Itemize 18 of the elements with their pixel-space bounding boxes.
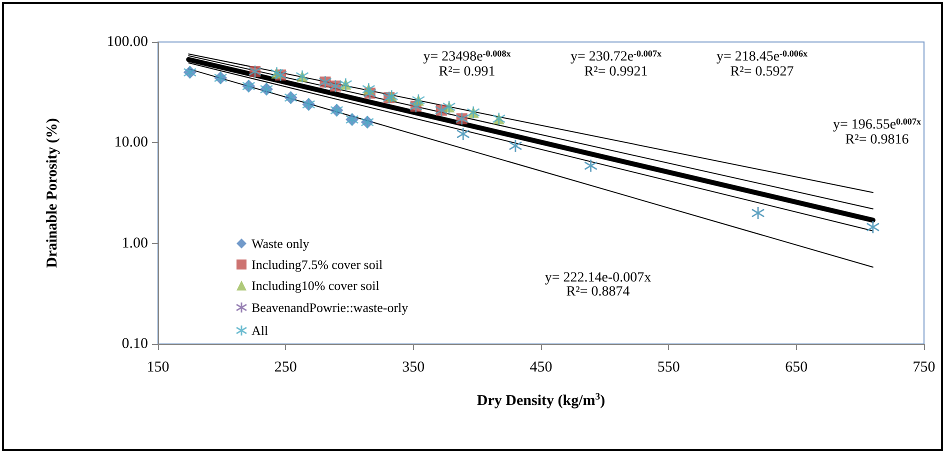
x-tick-label: 450	[530, 360, 552, 376]
legend-label: Including10% cover soil	[252, 278, 380, 293]
x-tick-label: 350	[402, 360, 425, 376]
y-tick-label: 1.00	[122, 235, 148, 252]
y-tick-label: 100.00	[106, 34, 148, 50]
x-tick-label: 650	[785, 360, 808, 376]
x-tick-label: 750	[912, 360, 936, 376]
x-tick-label: 250	[274, 360, 297, 376]
y-axis-title: Drainable Porosity (%)	[44, 118, 60, 268]
legend-label: BeavenandPowrie::waste-orly	[252, 300, 409, 315]
legend-label: Including7.5% cover soil	[252, 257, 383, 272]
y-tick-label: 10.00	[114, 134, 148, 151]
legend-label: Waste only	[252, 236, 310, 251]
annotation: y= 222.14e-0.007x R²= 0.8874	[544, 270, 652, 300]
legend-label: All	[252, 323, 268, 338]
x-tick-label: 550	[657, 360, 680, 376]
y-tick-label: 0.10	[122, 336, 148, 352]
x-tick-label: 150	[146, 360, 170, 376]
